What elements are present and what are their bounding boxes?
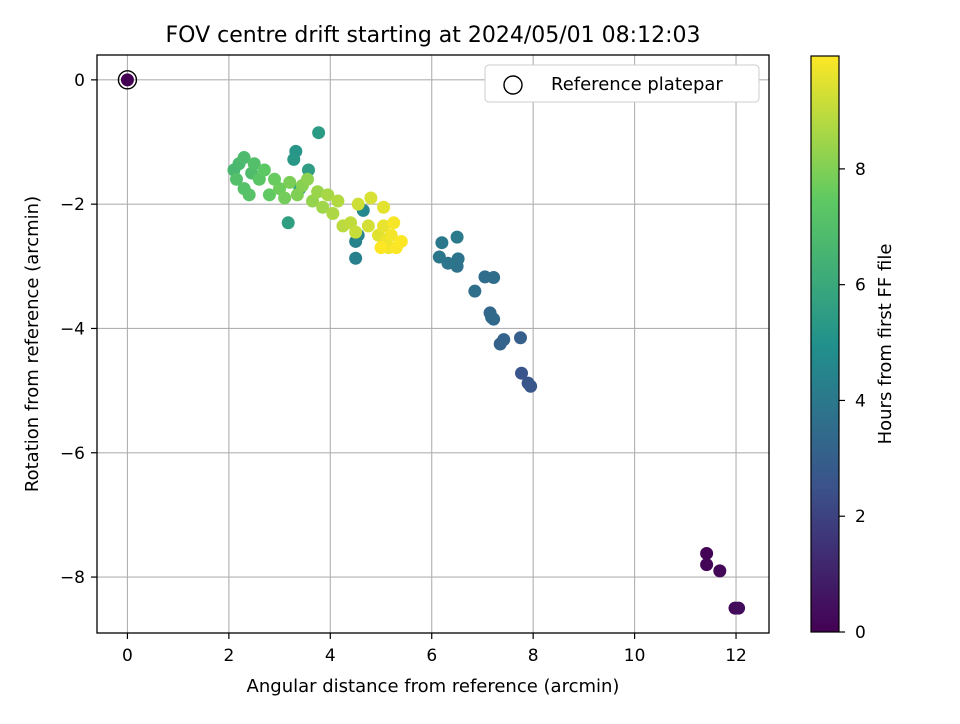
data-point: [287, 152, 301, 166]
colorbar: 0 2 4 6 8 Hours from first FF file: [810, 55, 896, 643]
y-axis-label: Rotation from reference (arcmin): [22, 196, 43, 492]
data-point: [247, 157, 261, 171]
data-points: [117, 70, 746, 615]
data-point: [331, 194, 345, 208]
data-point: [361, 219, 375, 233]
data-point: [468, 284, 482, 298]
data-point: [257, 163, 271, 177]
colorbar-tick-label: 2: [855, 507, 866, 527]
legend-marker-icon: [503, 75, 523, 95]
data-point: [364, 191, 378, 205]
data-point: [229, 172, 243, 186]
data-point: [242, 188, 256, 202]
data-point: [732, 601, 746, 615]
colorbar-gradient: [810, 55, 840, 633]
data-point: [326, 206, 340, 220]
data-point: [120, 73, 134, 87]
y-tick-label: −4: [60, 319, 85, 339]
data-point: [432, 250, 446, 264]
y-tick-label: −8: [60, 568, 85, 588]
colorbar-tick-label: 0: [855, 623, 866, 643]
x-tick-label: 0: [122, 646, 133, 666]
x-tick-label: 4: [325, 646, 336, 666]
data-point: [524, 379, 538, 393]
data-point: [316, 200, 330, 214]
x-tick-label: 8: [528, 646, 539, 666]
grid-lines: [97, 55, 769, 633]
legend-label: Reference platepar: [551, 74, 723, 95]
data-point: [700, 558, 714, 572]
x-tick-label: 10: [624, 646, 646, 666]
y-tick-label: −2: [60, 195, 85, 215]
data-point: [387, 216, 401, 230]
x-axis-ticks: 0 2 4 6 8 10 12: [122, 633, 747, 666]
x-tick-label: 12: [725, 646, 747, 666]
chart-title: FOV centre drift starting at 2024/05/01 …: [166, 23, 701, 48]
data-point: [312, 126, 326, 140]
y-axis-ticks: 0 −2 −4 −6 −8: [60, 71, 97, 588]
data-point: [283, 175, 297, 189]
reference-platepar-marker: [117, 70, 138, 90]
data-point: [374, 241, 388, 255]
y-tick-label: 0: [74, 71, 85, 91]
colorbar-tick-label: 6: [855, 276, 866, 296]
x-axis-label: Angular distance from reference (arcmin): [247, 676, 620, 697]
legend: Reference platepar: [484, 64, 760, 103]
data-point: [485, 310, 499, 324]
data-point: [384, 228, 398, 242]
data-point: [321, 188, 335, 202]
y-tick-label: −6: [60, 444, 85, 464]
data-point: [300, 172, 314, 186]
data-point: [349, 225, 363, 239]
data-point: [311, 185, 325, 199]
plot-frame: [96, 54, 770, 634]
colorbar-tick-label: 4: [855, 391, 866, 411]
data-point: [394, 234, 408, 248]
data-point: [349, 251, 363, 265]
data-point: [377, 200, 391, 214]
data-point: [435, 236, 449, 250]
data-point: [700, 546, 714, 560]
data-point: [513, 331, 527, 345]
data-point: [278, 191, 292, 205]
colorbar-label: Hours from first FF file: [875, 244, 896, 445]
data-point: [281, 216, 295, 230]
legend-box: [484, 64, 760, 103]
data-point: [497, 333, 511, 347]
x-tick-label: 2: [223, 646, 234, 666]
x-tick-label: 6: [426, 646, 437, 666]
data-point: [713, 564, 727, 578]
data-point: [377, 219, 391, 233]
data-point: [451, 252, 465, 266]
data-point: [351, 197, 365, 211]
data-point: [450, 230, 464, 244]
colorbar-tick-label: 8: [855, 160, 866, 180]
data-point: [237, 151, 251, 165]
data-point: [262, 188, 276, 202]
data-point: [515, 366, 529, 380]
colorbar-ticks: 0 2 4 6 8: [839, 160, 866, 643]
data-point: [487, 270, 501, 284]
